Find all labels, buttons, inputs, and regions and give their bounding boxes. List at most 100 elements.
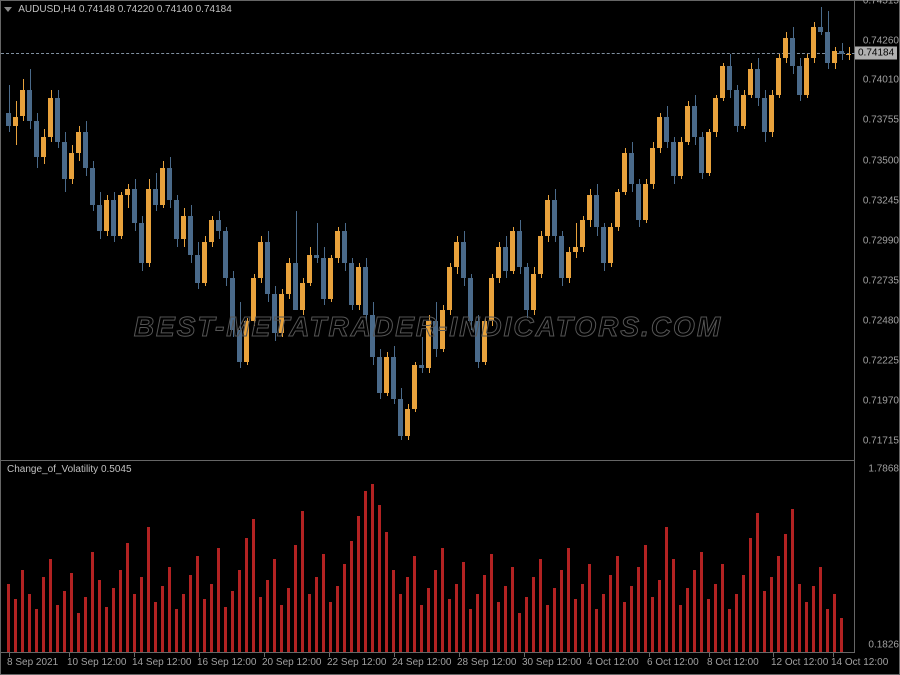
volatility-bar: [98, 580, 101, 652]
volatility-bar: [833, 594, 836, 652]
volatility-bar: [266, 580, 269, 652]
volatility-bar: [686, 588, 689, 652]
volatility-bar: [210, 584, 213, 652]
volatility-bar: [770, 577, 773, 652]
current-price-tag: 0.74184: [855, 47, 897, 60]
volatility-bar: [707, 599, 710, 652]
trading-chart-container: AUDUSD,H4 0.74148 0.74220 0.74140 0.7418…: [0, 0, 900, 675]
price-tick: 0.73245: [863, 195, 899, 206]
volatility-bar: [518, 613, 521, 652]
volatility-bar: [168, 567, 171, 652]
volatility-bar: [147, 527, 150, 652]
volatility-bar: [238, 570, 241, 652]
time-tick: 6 Oct 12:00: [647, 657, 699, 668]
volatility-bar: [280, 605, 283, 652]
main-price-chart[interactable]: AUDUSD,H4 0.74148 0.74220 0.74140 0.7418…: [1, 1, 855, 461]
time-tick: 14 Sep 12:00: [132, 657, 192, 668]
volatility-bar: [105, 607, 108, 652]
volatility-indicator-chart[interactable]: Change_of_Volatility 0.5045: [1, 461, 855, 653]
volatility-bar: [364, 491, 367, 652]
volatility-bar: [749, 538, 752, 652]
volatility-bar: [805, 602, 808, 652]
volatility-bar: [413, 556, 416, 652]
volatility-bar: [455, 584, 458, 652]
volatility-bar: [357, 516, 360, 652]
volatility-bar: [217, 548, 220, 652]
time-tick: 22 Sep 12:00: [327, 657, 387, 668]
volatility-bar: [378, 505, 381, 652]
time-tick: 4 Oct 12:00: [587, 657, 639, 668]
volatility-bar: [763, 591, 766, 652]
volatility-bar: [665, 527, 668, 652]
volatility-bar: [336, 586, 339, 652]
ohlc-l: 0.74140: [157, 4, 193, 15]
volatility-bar: [42, 577, 45, 652]
volatility-bar: [203, 599, 206, 652]
volatility-bar: [14, 599, 17, 652]
chart-header: AUDUSD,H4 0.74148 0.74220 0.74140 0.7418…: [4, 4, 232, 15]
volatility-bar: [161, 586, 164, 652]
volatility-bar: [70, 573, 73, 652]
volatility-bar: [532, 577, 535, 652]
volatility-bar: [791, 509, 794, 652]
volatility-bar: [483, 575, 486, 652]
volatility-bar: [420, 605, 423, 652]
volatility-bar: [525, 597, 528, 652]
volatility-bar: [189, 575, 192, 652]
volatility-bar: [245, 538, 248, 652]
volatility-bar: [91, 552, 94, 653]
volatility-bar: [441, 548, 444, 652]
volatility-bar: [469, 609, 472, 652]
volatility-bar: [21, 570, 24, 652]
volatility-bar: [588, 564, 591, 652]
price-tick: 0.72225: [863, 355, 899, 366]
volatility-bar: [427, 588, 430, 652]
volatility-bar: [7, 584, 10, 652]
time-tick: 10 Sep 12:00: [67, 657, 127, 668]
volatility-bar: [315, 577, 318, 652]
volatility-bar: [392, 570, 395, 652]
volatility-bar: [371, 484, 374, 652]
volatility-bar: [616, 556, 619, 652]
volatility-bar: [602, 594, 605, 652]
price-tick: 0.72990: [863, 235, 899, 246]
time-tick: 30 Sep 12:00: [522, 657, 582, 668]
symbol-label: AUDUSD,H4: [18, 4, 76, 15]
volatility-bar: [840, 618, 843, 652]
volatility-bar: [490, 554, 493, 652]
time-tick: 14 Oct 12:00: [831, 657, 888, 668]
volatility-bar: [735, 594, 738, 652]
price-tick: 0.74010: [863, 75, 899, 86]
price-tick: 0.72480: [863, 315, 899, 326]
volatility-bar: [756, 513, 759, 652]
volatility-bar: [497, 602, 500, 652]
volatility-bar: [175, 609, 178, 652]
time-x-axis: 8 Sep 202110 Sep 12:0014 Sep 12:0016 Sep…: [1, 653, 855, 675]
dropdown-icon[interactable]: [4, 7, 12, 12]
price-tick: 0.74260: [863, 36, 899, 47]
volatility-bar: [651, 597, 654, 652]
volatility-bar: [658, 580, 661, 652]
price-tick: 0.73500: [863, 155, 899, 166]
time-tick: 8 Oct 12:00: [707, 657, 759, 668]
price-tick: 0.71715: [863, 436, 899, 447]
volatility-bar: [546, 605, 549, 652]
volatility-bar: [406, 577, 409, 652]
volatility-bar: [273, 559, 276, 652]
volatility-bar: [462, 562, 465, 652]
volatility-bar: [714, 584, 717, 652]
volatility-bar: [560, 570, 563, 652]
volatility-bar: [77, 613, 80, 652]
volatility-bar: [812, 586, 815, 652]
volatility-bar: [119, 570, 122, 652]
ohlc-c: 0.74184: [196, 4, 232, 15]
volatility-bar: [301, 511, 304, 652]
volatility-bar: [126, 543, 129, 652]
volatility-bar: [448, 599, 451, 652]
indicator-header: Change_of_Volatility 0.5045: [7, 464, 132, 475]
time-tick: 20 Sep 12:00: [262, 657, 322, 668]
volatility-bar: [343, 564, 346, 652]
volatility-bar: [700, 552, 703, 653]
volatility-bar: [252, 519, 255, 652]
volatility-bar: [819, 567, 822, 652]
